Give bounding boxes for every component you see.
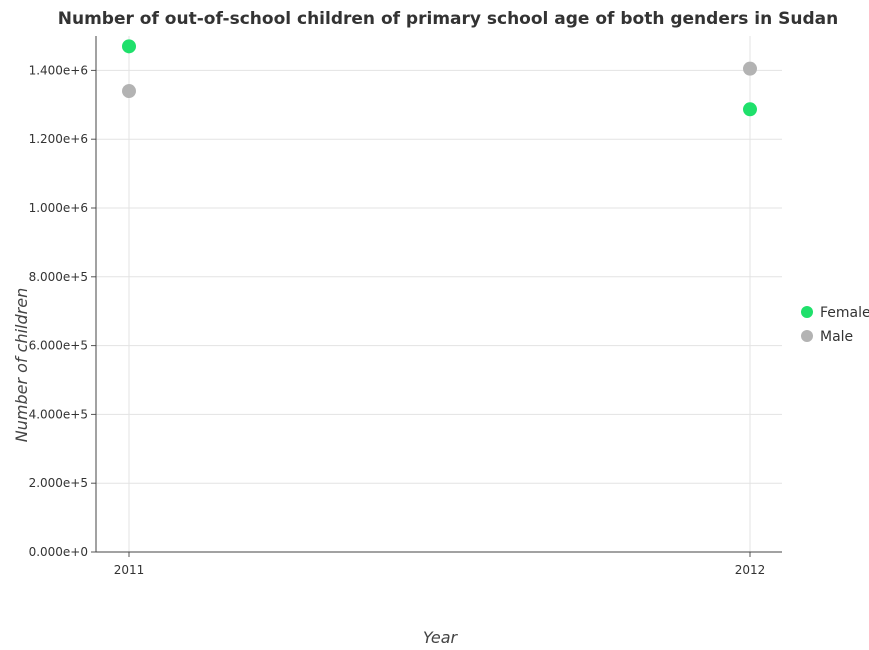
point-female-2011 <box>122 39 136 54</box>
legend: Female Male <box>801 305 869 345</box>
axes: 0.000e+0 2.000e+5 4.000e+5 6.000e+5 8.000e+5… <box>29 36 782 577</box>
point-female-2012 <box>743 102 757 117</box>
point-male-2011 <box>122 84 136 99</box>
legend-marker-female <box>801 306 813 318</box>
x-axis-label: Year <box>423 628 459 647</box>
y-axis-label: Number of children <box>12 288 31 442</box>
y-tick-label: 8.000e+5 <box>29 270 88 284</box>
y-tick-label: 4.000e+5 <box>29 407 88 421</box>
chart-title: Number of out-of-school children of prim… <box>58 9 838 29</box>
point-male-2012 <box>743 61 757 76</box>
legend-label-female: Female <box>820 305 869 321</box>
x-tick-label: 2012 <box>735 563 766 577</box>
grid <box>96 36 782 553</box>
legend-marker-male <box>801 330 813 342</box>
y-tick-label: 1.000e+6 <box>29 201 88 215</box>
y-tick-label: 6.000e+5 <box>29 339 88 353</box>
legend-label-male: Male <box>820 329 853 345</box>
data-points <box>122 39 757 117</box>
y-tick-label: 2.000e+5 <box>29 476 88 490</box>
y-tick-label: 1.400e+6 <box>29 63 88 77</box>
y-tick-label: 1.200e+6 <box>29 132 88 146</box>
x-tick-label: 2011 <box>114 563 145 577</box>
y-tick-label: 0.000e+0 <box>29 545 88 559</box>
